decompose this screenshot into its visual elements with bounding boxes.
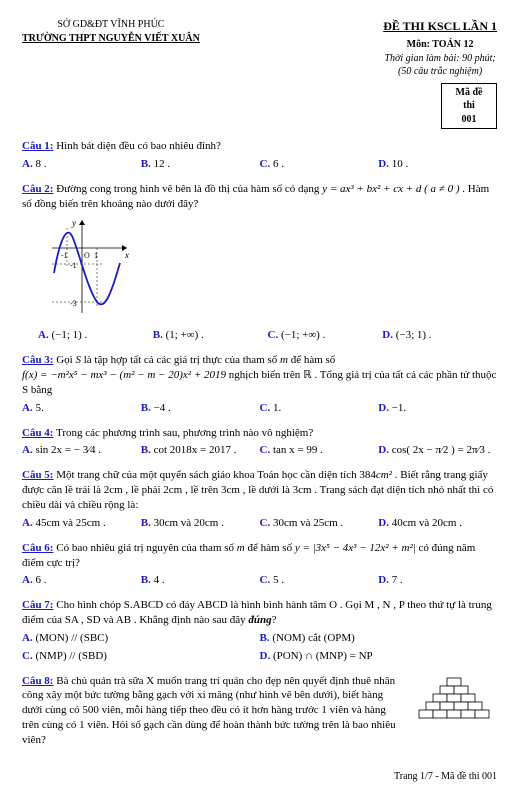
q5-options: A. 45cm và 25cm . B. 30cm và 20cm . C. 3… (22, 516, 497, 531)
q3-opt-d: D. −1. (378, 401, 497, 416)
q1-opt-a: A. 8 . (22, 157, 141, 172)
svg-text:x: x (124, 250, 129, 260)
q1-opt-b: B. 12 . (141, 157, 260, 172)
q7-options-row1: A. (MON) // (SBC) B. (NOM) cắt (OPM) (22, 631, 497, 646)
question-count: (50 câu trắc nghiệm) (383, 65, 497, 79)
q5-opt-b: B. 30cm và 20cm . (141, 516, 260, 531)
exam-code-box: Mã đề thi 001 (441, 83, 497, 130)
q2-opt-b: B. (1; +∞) . (153, 328, 268, 343)
question-5: Câu 5: Một trang chữ của một quyển sách … (22, 468, 497, 530)
q7-opt-a: A. (MON) // (SBC) (22, 631, 260, 646)
q6-opt-c: C. 5 . (260, 573, 379, 588)
q1-label: Câu 1: (22, 140, 53, 152)
q1-opt-c: C. 6 . (260, 157, 379, 172)
q2-opt-d: D. (−3; 1) . (382, 328, 497, 343)
q2-eq: y = ax³ + bx² + cx + d ( a ≠ 0 ) (322, 183, 459, 195)
q2-label: Câu 2: (22, 183, 53, 195)
q2-text1: Đường cong trong hình vẽ bên là đồ thị c… (53, 183, 322, 195)
q7-opt-b: B. (NOM) cắt (OPM) (260, 631, 498, 646)
q8-label: Câu 8: (22, 675, 53, 687)
q3-label: Câu 3: (22, 354, 53, 366)
cubic-graph: x y O -1 1 -1 -3 (42, 218, 497, 323)
q5-label: Câu 5: (22, 469, 53, 481)
q1-options: A. 8 . B. 12 . C. 6 . D. 10 . (22, 157, 497, 172)
dept-name: SỞ GD&ĐT VĨNH PHÚC (22, 18, 200, 32)
q7-opt-d: D. (PON) ∩ (MNP) = NP (260, 649, 498, 664)
svg-text:-1: -1 (61, 251, 68, 260)
question-8: Câu 8: Bà chủ quán trà sữa X muốn trang … (22, 674, 497, 748)
q1-text: Hình bát diện đều có bao nhiêu đỉnh? (53, 140, 220, 152)
svg-text:y: y (71, 218, 76, 228)
q7-label: Câu 7: (22, 599, 53, 611)
q4-opt-d: D. cos( 2x − π⁄2 ) = 2π⁄3 . (378, 443, 497, 458)
code-number: 001 (452, 113, 486, 127)
q5-opt-c: C. 30cm và 25cm . (260, 516, 379, 531)
exam-header: SỞ GD&ĐT VĨNH PHÚC TRƯỜNG THPT NGUYỄN VI… (22, 18, 497, 129)
q4-label: Câu 4: (22, 427, 53, 439)
question-3: Câu 3: Gọi S là tập hợp tất cả các giá t… (22, 353, 497, 415)
q5-opt-d: D. 40cm và 20cm . (378, 516, 497, 531)
q6-opt-a: A. 6 . (22, 573, 141, 588)
school-name: TRƯỜNG THPT NGUYỄN VIẾT XUÂN (22, 32, 200, 46)
q4-opt-b: B. cot 2018x = 2017 . (141, 443, 260, 458)
question-6: Câu 6: Có bao nhiêu giá trị nguyên của t… (22, 541, 497, 589)
q6-opt-d: D. 7 . (378, 573, 497, 588)
q7-options-row2: C. (NMP) // (SBD) D. (PON) ∩ (MNP) = NP (22, 649, 497, 664)
q6-options: A. 6 . B. 4 . C. 5 . D. 7 . (22, 573, 497, 588)
q4-options: A. sin 2x = − 3⁄4 . B. cot 2018x = 2017 … (22, 443, 497, 458)
page-footer: Trang 1/7 - Mã đề thi 001 (22, 770, 497, 784)
header-left: SỞ GD&ĐT VĨNH PHÚC TRƯỜNG THPT NGUYỄN VI… (22, 18, 200, 129)
q1-opt-d: D. 10 . (378, 157, 497, 172)
q3-opt-a: A. 5. (22, 401, 141, 416)
graph-svg: x y O -1 1 -1 -3 (42, 218, 132, 318)
q6-opt-b: B. 4 . (141, 573, 260, 588)
q8-text: Bà chủ quán trà sữa X muốn trang trí quá… (22, 675, 396, 746)
q2-opt-c: C. (−1; +∞) . (268, 328, 383, 343)
q5-opt-a: A. 45cm và 25cm . (22, 516, 141, 531)
svg-text:O: O (84, 251, 90, 260)
question-4: Câu 4: Trong các phương trình sau, phươn… (22, 426, 497, 459)
q3-options: A. 5. B. −4 . C. 1. D. −1. (22, 401, 497, 416)
svg-text:-1: -1 (70, 261, 77, 270)
q3-eq-line: f(x) = −m²x⁵ − mx³ − (m² − m − 20)x² + 2… (22, 368, 497, 398)
pyramid-svg (411, 674, 497, 724)
code-label: Mã đề thi (452, 86, 486, 113)
subject: Môn: TOÁN 12 (383, 38, 497, 52)
q2-opt-a: A. (−1; 1) . (38, 328, 153, 343)
q7-opt-c: C. (NMP) // (SBD) (22, 649, 260, 664)
exam-title: ĐỀ THI KSCL LẦN 1 (383, 18, 497, 34)
q4-text: Trong các phương trình sau, phương trình… (53, 427, 313, 439)
question-7: Câu 7: Cho hình chóp S.ABCD có đáy ABCD … (22, 598, 497, 663)
svg-text:-3: -3 (70, 299, 77, 308)
brick-pyramid (411, 674, 497, 729)
q4-opt-a: A. sin 2x = − 3⁄4 . (22, 443, 141, 458)
svg-text:1: 1 (94, 251, 98, 260)
q3-text1: Gọi (53, 354, 75, 366)
q2-options: A. (−1; 1) . B. (1; +∞) . C. (−1; +∞) . … (22, 328, 497, 343)
question-2: Câu 2: Đường cong trong hình vẽ bên là đ… (22, 182, 497, 343)
header-right: ĐỀ THI KSCL LẦN 1 Môn: TOÁN 12 Thời gian… (383, 18, 497, 129)
q4-opt-c: C. tan x = 99 . (260, 443, 379, 458)
q3-opt-c: C. 1. (260, 401, 379, 416)
time-limit: Thời gian làm bài: 90 phút; (383, 52, 497, 66)
q3-opt-b: B. −4 . (141, 401, 260, 416)
q6-label: Câu 6: (22, 542, 53, 554)
question-1: Câu 1: Hình bát diện đều có bao nhiêu đỉ… (22, 139, 497, 172)
